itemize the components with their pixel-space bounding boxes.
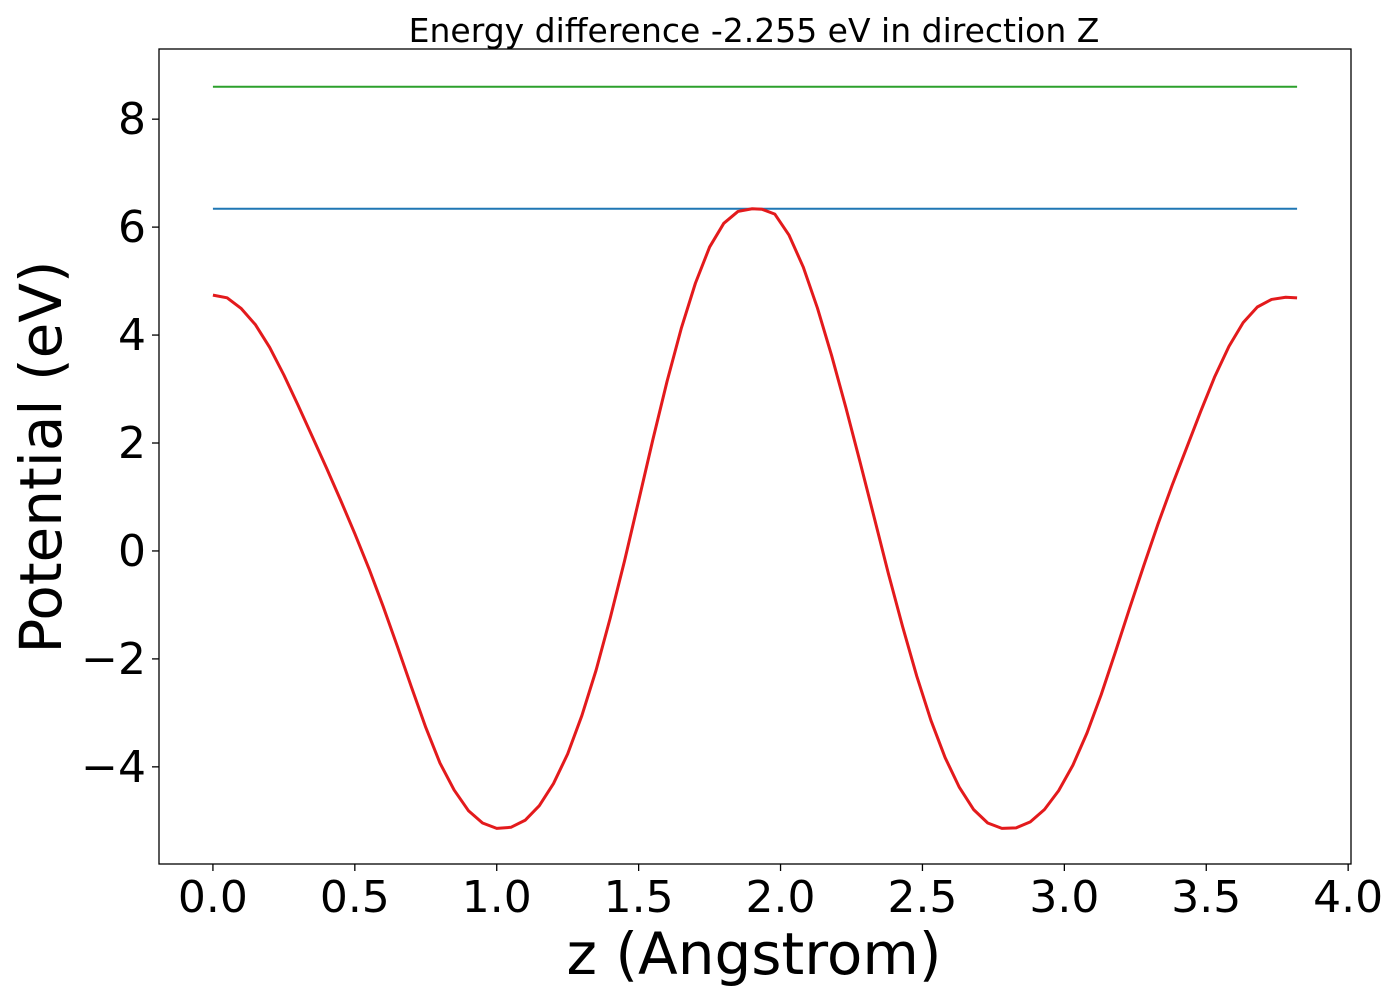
potential-curve: [212, 207, 1298, 830]
x-tick-label: 4.0: [1313, 872, 1383, 923]
x-tick-label: 1.5: [604, 872, 674, 923]
x-axis: 0.0 0.5 1.0 1.5 2.0 2.5 3.0 3.5 4.0: [178, 864, 1383, 923]
y-tick-label: 8: [118, 94, 146, 145]
x-tick-label: 3.0: [1029, 872, 1099, 923]
y-tick-label: 2: [118, 418, 146, 469]
y-tick-label: 6: [118, 202, 146, 253]
y-tick-label: −4: [81, 742, 146, 793]
x-tick-label: 0.5: [320, 872, 390, 923]
y-axis: −4 −2 0 2 4 6 8: [81, 94, 159, 793]
x-tick-label: 2.5: [887, 872, 957, 923]
x-tick-label: 2.0: [746, 872, 816, 923]
y-tick-label: −2: [81, 634, 146, 685]
y-axis-label: Potential (eV): [7, 260, 75, 653]
chart-title: Energy difference -2.255 eV in direction…: [409, 11, 1100, 50]
plot-frame: [158, 48, 1352, 865]
series-layer: [212, 85, 1298, 830]
y-tick-label: 4: [118, 310, 146, 361]
x-tick-label: 0.0: [178, 872, 248, 923]
x-tick-label: 3.5: [1171, 872, 1241, 923]
x-tick-label: 1.0: [462, 872, 532, 923]
y-tick-label: 0: [118, 526, 146, 577]
x-axis-label: z (Angstrom): [567, 920, 942, 988]
